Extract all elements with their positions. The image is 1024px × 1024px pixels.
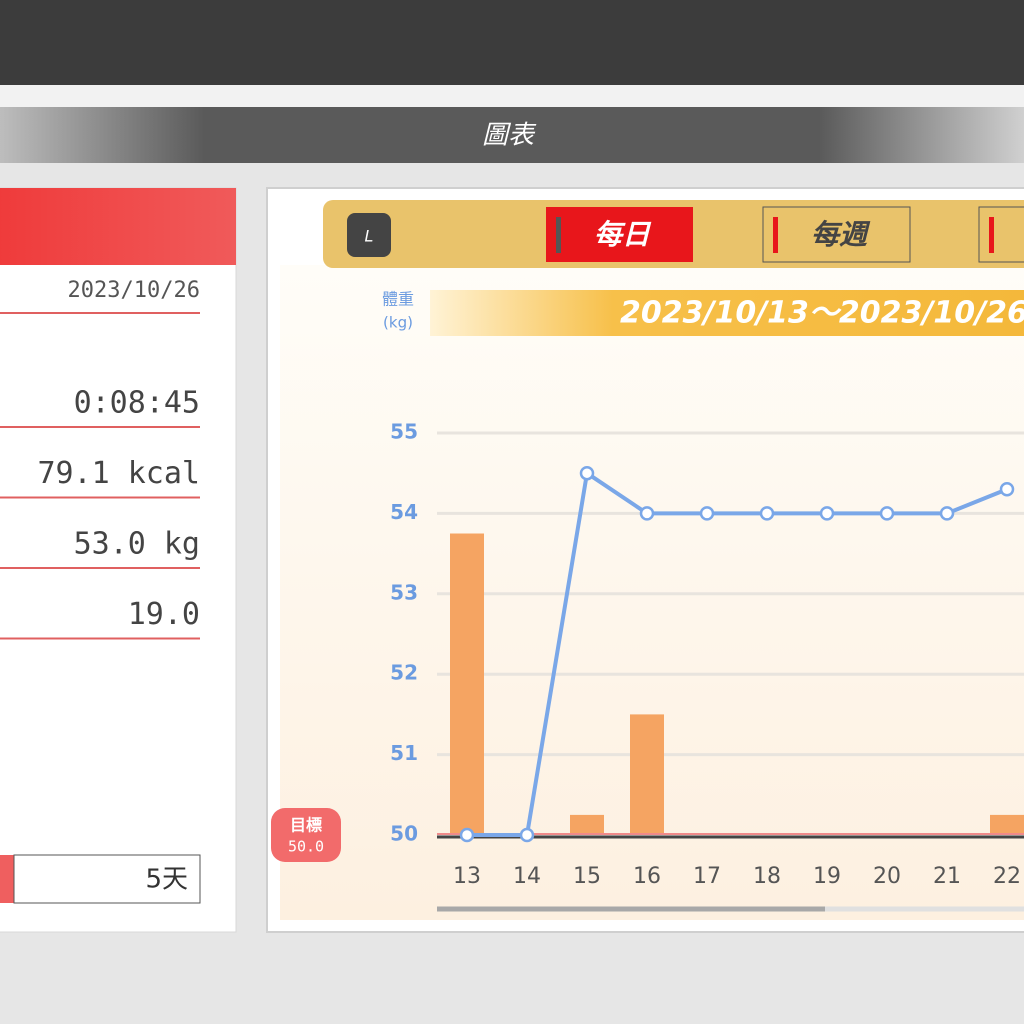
- top-bar: [0, 0, 1024, 85]
- tab-marker: [556, 217, 561, 253]
- date-range: 2023/10/13～2023/10/26: [620, 296, 1024, 331]
- y-unit: (kg): [383, 314, 413, 332]
- x-tick-label: 17: [693, 864, 721, 889]
- x-tick-label: 18: [753, 864, 781, 889]
- tab-label: 每日: [594, 218, 652, 251]
- y-tick-label: 51: [390, 741, 418, 765]
- y-tick-label: 55: [390, 420, 418, 444]
- x-tick-label: 14: [513, 864, 541, 889]
- icon-label: L: [365, 227, 374, 246]
- bar: [450, 533, 484, 835]
- point: [579, 465, 595, 481]
- point: [639, 506, 655, 521]
- point: [519, 827, 535, 843]
- y-tick-label: 53: [390, 580, 418, 604]
- goal-label: 目標: [290, 816, 322, 835]
- days-value: 5天: [145, 865, 188, 895]
- tab-marker: [773, 217, 778, 253]
- strip: [0, 85, 1024, 107]
- icon-button[interactable]: [347, 213, 391, 257]
- summary-header: [0, 188, 236, 265]
- goal-value: 50.0: [288, 838, 324, 856]
- point: [939, 506, 955, 521]
- tab-marker: [989, 217, 994, 253]
- x-tick-label: 16: [633, 864, 661, 889]
- point: [879, 506, 895, 521]
- x-tick-label: 20: [873, 864, 901, 889]
- bar: [990, 814, 1024, 835]
- summary-value: 0:08:45: [74, 386, 200, 421]
- point: [999, 482, 1015, 497]
- point: [759, 506, 775, 521]
- y-tick-label: 52: [390, 661, 418, 685]
- summary-value: 79.1 kcal: [37, 456, 200, 491]
- summary-value: 19.0: [128, 597, 200, 632]
- tab[interactable]: [546, 207, 693, 262]
- y-tick-label: 54: [390, 500, 418, 524]
- x-tick-label: 19: [813, 864, 841, 889]
- x-tick-label: 21: [933, 864, 961, 889]
- tab[interactable]: [762, 206, 911, 263]
- header-title: 圖表: [482, 121, 537, 151]
- y-label: 體重: [382, 290, 414, 309]
- date-band: [430, 290, 1024, 336]
- summary-value: 53.0 kg: [74, 527, 200, 562]
- bar: [630, 714, 664, 835]
- x-tick-label: 13: [453, 864, 481, 889]
- line: [467, 469, 1008, 837]
- point: [819, 506, 835, 521]
- y-tick-label: 50: [390, 822, 418, 846]
- point: [699, 506, 715, 521]
- point: [459, 827, 475, 843]
- header-bar: [0, 107, 1024, 163]
- x-tick-label: 15: [573, 864, 601, 889]
- days-label: [0, 855, 14, 903]
- goal-badge: [271, 808, 341, 862]
- bar: [570, 814, 604, 835]
- tab[interactable]: [978, 206, 1024, 263]
- summary-date: 2023/10/26: [68, 278, 200, 303]
- tab-label: 每週: [811, 218, 871, 251]
- days-box: [13, 854, 201, 904]
- x-tick-label: 22: [993, 864, 1021, 889]
